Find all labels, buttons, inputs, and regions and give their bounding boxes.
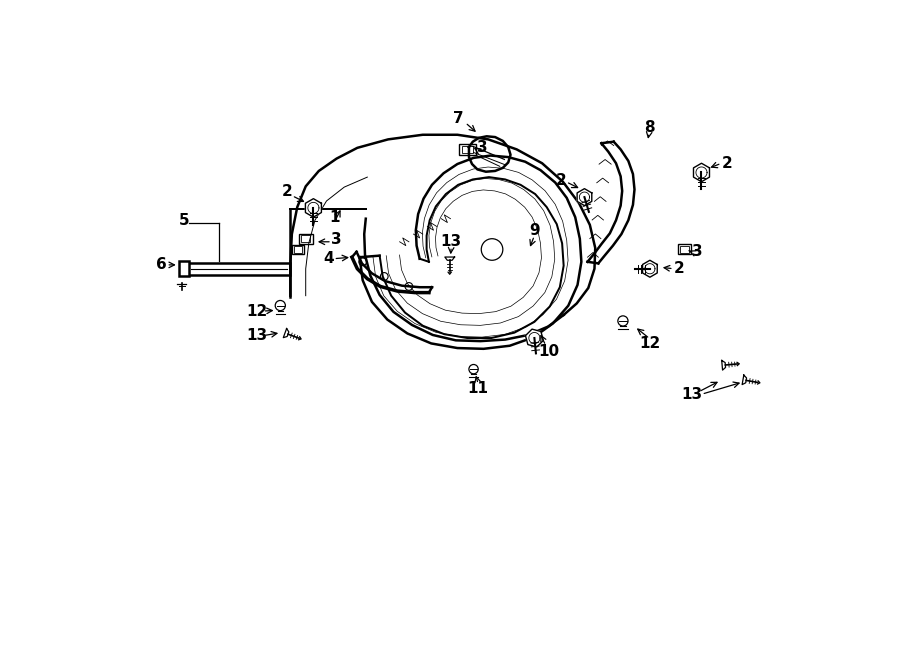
- Text: 6: 6: [156, 257, 166, 272]
- Polygon shape: [722, 360, 725, 370]
- Text: 9: 9: [529, 223, 540, 238]
- Text: 13: 13: [681, 387, 703, 402]
- Text: 7: 7: [453, 111, 464, 126]
- Text: 12: 12: [639, 336, 661, 351]
- FancyBboxPatch shape: [678, 245, 691, 254]
- Polygon shape: [445, 257, 455, 260]
- Text: 2: 2: [674, 261, 685, 276]
- Polygon shape: [694, 163, 709, 182]
- Text: 1: 1: [329, 210, 339, 225]
- Polygon shape: [742, 375, 747, 385]
- Text: 3: 3: [691, 245, 702, 259]
- Circle shape: [275, 301, 285, 311]
- Text: 2: 2: [282, 184, 292, 199]
- FancyBboxPatch shape: [179, 261, 189, 276]
- FancyBboxPatch shape: [188, 262, 291, 275]
- Polygon shape: [284, 329, 289, 338]
- Text: 10: 10: [538, 344, 560, 359]
- Text: 8: 8: [644, 120, 654, 136]
- Text: 3: 3: [478, 140, 488, 155]
- Circle shape: [469, 364, 478, 374]
- FancyBboxPatch shape: [292, 245, 304, 254]
- FancyBboxPatch shape: [459, 143, 476, 155]
- Polygon shape: [305, 199, 321, 217]
- Text: 11: 11: [468, 381, 489, 395]
- Text: 13: 13: [247, 329, 268, 343]
- Text: 5: 5: [179, 213, 189, 228]
- FancyBboxPatch shape: [299, 234, 312, 244]
- Polygon shape: [577, 188, 592, 206]
- Polygon shape: [643, 260, 657, 277]
- Text: 12: 12: [247, 303, 268, 319]
- Text: 2: 2: [722, 156, 733, 171]
- Text: 4: 4: [323, 251, 334, 266]
- Text: 13: 13: [441, 234, 462, 249]
- Polygon shape: [526, 329, 544, 347]
- Text: 3: 3: [331, 232, 342, 247]
- Text: 2: 2: [556, 173, 567, 188]
- Circle shape: [618, 316, 628, 326]
